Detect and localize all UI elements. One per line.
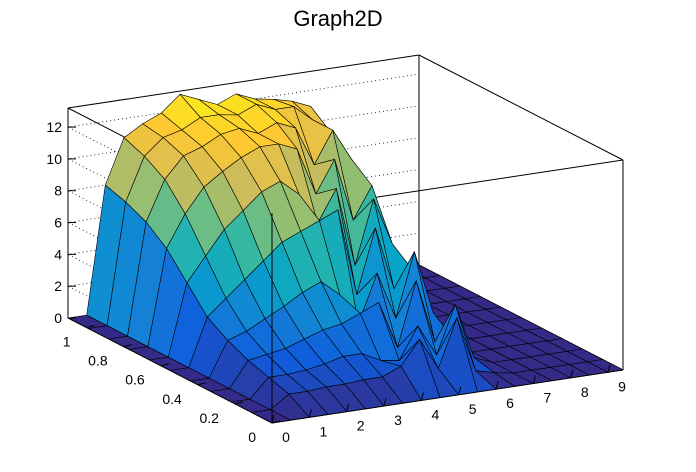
y-tick-label: 0.2 bbox=[199, 410, 219, 426]
y-tick-label: 0.8 bbox=[88, 353, 108, 369]
y-tick-label: 1 bbox=[63, 334, 71, 350]
box-edge bbox=[271, 369, 624, 424]
z-tick-label: 12 bbox=[46, 119, 62, 135]
z-tick-label: 8 bbox=[54, 183, 62, 199]
surface-mesh bbox=[67, 93, 624, 424]
y-tick bbox=[234, 401, 244, 405]
chart-title: Graph2D bbox=[293, 6, 382, 31]
z-tick-label: 4 bbox=[54, 246, 62, 262]
x-tick-label: 4 bbox=[431, 406, 439, 422]
box-edge bbox=[418, 54, 624, 161]
x-tick-label: 0 bbox=[282, 429, 290, 445]
y-tick-label: 0.6 bbox=[125, 372, 145, 388]
y-tick bbox=[197, 382, 206, 386]
z-tick-label: 0 bbox=[54, 310, 62, 326]
x-tick bbox=[271, 414, 275, 424]
z-tick-label: 2 bbox=[54, 278, 62, 294]
box-edge bbox=[67, 54, 420, 109]
box-edge bbox=[67, 317, 273, 424]
x-tick bbox=[495, 381, 499, 390]
x-tick-label: 1 bbox=[319, 423, 327, 439]
x-tick-label: 9 bbox=[618, 378, 626, 394]
x-tick bbox=[346, 403, 350, 412]
x-tick bbox=[570, 369, 574, 379]
x-tick bbox=[383, 397, 387, 407]
x-tick-label: 8 bbox=[581, 384, 589, 400]
y-tick bbox=[271, 420, 281, 424]
x-tick-label: 3 bbox=[394, 412, 402, 428]
x-tick bbox=[420, 392, 424, 401]
y-tick bbox=[86, 325, 95, 329]
x-tick bbox=[532, 375, 536, 384]
x-tick-label: 2 bbox=[357, 418, 365, 434]
x-tick bbox=[458, 386, 462, 395]
x-tick bbox=[607, 364, 611, 373]
x-tick-label: 5 bbox=[469, 401, 477, 417]
y-tick-label: 0 bbox=[248, 429, 256, 445]
z-tick-label: 6 bbox=[54, 215, 62, 231]
plot-box-front bbox=[67, 108, 624, 424]
y-tick-label: 0.4 bbox=[162, 391, 182, 407]
y-tick bbox=[160, 363, 169, 367]
x-tick bbox=[308, 409, 312, 418]
x-tick-label: 7 bbox=[543, 390, 551, 406]
y-tick bbox=[123, 344, 132, 348]
x-tick-label: 6 bbox=[506, 395, 514, 411]
z-tick-label: 10 bbox=[46, 151, 62, 167]
